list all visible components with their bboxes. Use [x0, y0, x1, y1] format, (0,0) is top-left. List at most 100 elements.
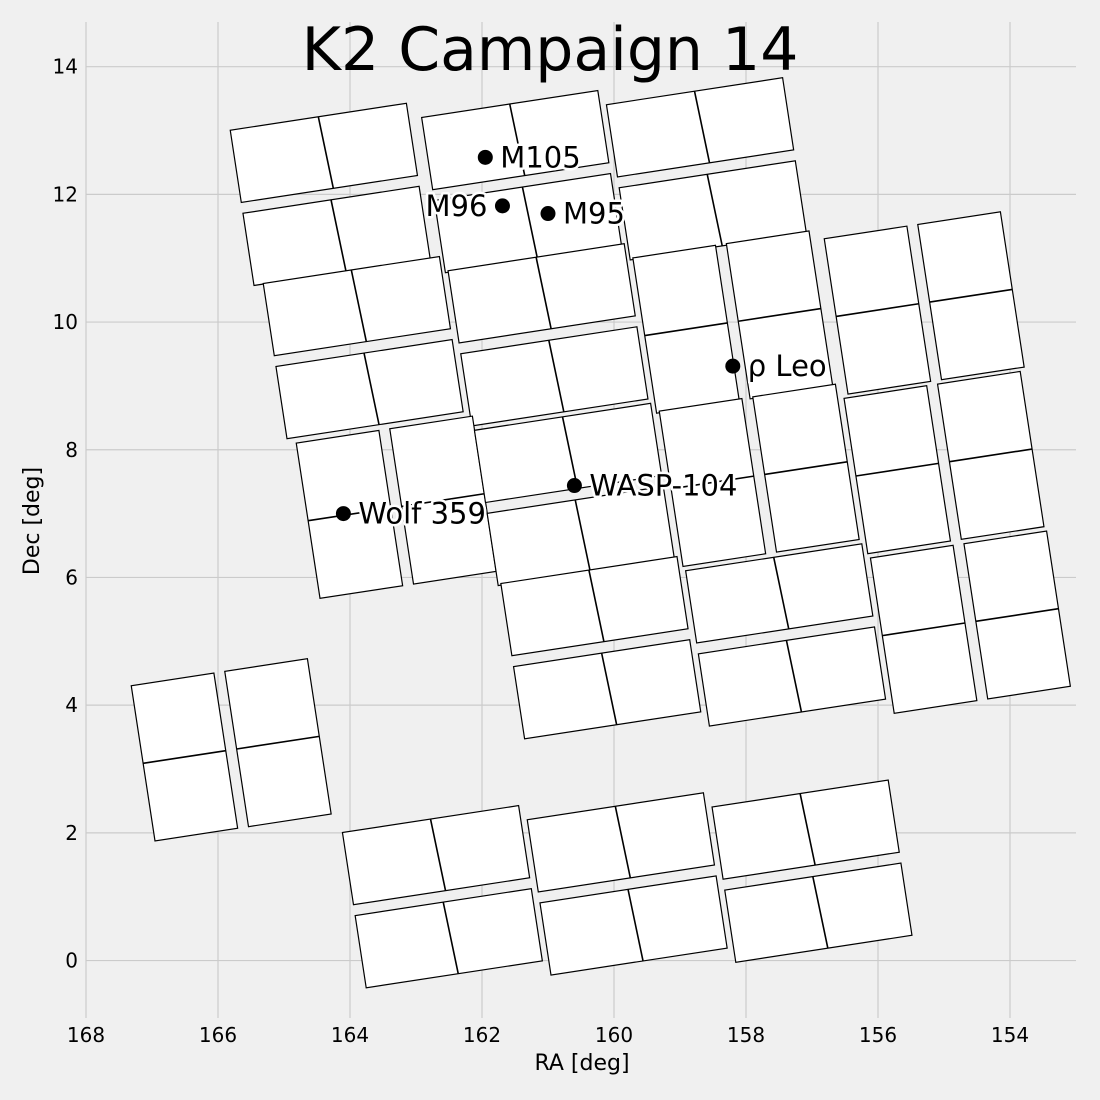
- ccd-module: [632, 230, 834, 414]
- x-tick-label: 156: [859, 1023, 897, 1047]
- y-tick-label: 0: [65, 949, 78, 973]
- ccd-module: [684, 543, 887, 727]
- ccd-chip-divider: [442, 901, 460, 974]
- ccd-module: [526, 792, 728, 976]
- x-tick-label: 162: [463, 1023, 501, 1047]
- ccd-chip-divider: [706, 174, 724, 247]
- ccd-chip-divider: [350, 269, 368, 342]
- chart-title: K2 Campaign 14: [302, 15, 799, 85]
- ccd-module: [711, 779, 913, 963]
- ccd-chip-divider: [143, 749, 226, 765]
- ccd-chip-pair: [354, 887, 544, 989]
- ccd-chip-divider: [671, 475, 754, 490]
- ccd-module: [447, 243, 649, 427]
- ccd-chip-pair: [500, 555, 689, 657]
- target-label: M96: [426, 189, 488, 223]
- ccd-chip-pair: [697, 626, 887, 727]
- x-tick-label: 164: [331, 1023, 369, 1047]
- ccd-chip-pair: [684, 543, 874, 644]
- ccd-chip-divider: [975, 607, 1059, 623]
- ccd-chip-pair: [539, 875, 728, 976]
- x-tick-label: 166: [199, 1023, 237, 1047]
- y-tick-label: 10: [53, 310, 78, 334]
- tick-labels: 168 166 164 162 160 158 156 154 0 2 4 6 8 10 12 14: [53, 55, 1030, 1047]
- x-tick-label: 158: [727, 1023, 765, 1047]
- ccd-chip-divider: [429, 818, 447, 891]
- y-tick-label: 6: [65, 565, 78, 589]
- targets: M105 M96 M95 ρ Leo WASP-104 Wolf 359: [335, 138, 829, 533]
- ccd-module: [500, 555, 702, 740]
- y-tick-label: 8: [65, 438, 78, 462]
- target-marker: [494, 198, 510, 214]
- x-axis-label: RA [deg]: [534, 1051, 629, 1076]
- ccd-chip-divider: [548, 340, 565, 413]
- ccd-chip-divider: [521, 186, 539, 259]
- ccd-module: [473, 402, 676, 587]
- ccd-chip-pair: [447, 243, 636, 344]
- ccd-module: [130, 658, 332, 842]
- ccd-module: [605, 77, 808, 261]
- ccd-chip-pair: [341, 804, 531, 906]
- y-tick-label: 2: [65, 821, 78, 845]
- ccd-chip-pair: [460, 326, 649, 427]
- ccd-chip-pair: [229, 102, 419, 204]
- ccd-modules: [130, 77, 1072, 989]
- ccd-chip-divider: [785, 640, 803, 713]
- ccd-module: [843, 370, 1045, 555]
- target-marker: [335, 506, 351, 522]
- target-marker: [725, 358, 741, 374]
- ccd-chip-divider: [588, 569, 605, 642]
- ccd-chip-divider: [644, 322, 728, 337]
- ccd-chip-pair: [512, 638, 702, 740]
- ccd-chip-divider: [812, 876, 829, 949]
- y-tick-label: 12: [53, 182, 78, 206]
- y-axis-label: Dec [deg]: [20, 467, 45, 575]
- y-tick-label: 14: [53, 55, 78, 79]
- x-tick-label: 154: [991, 1023, 1029, 1047]
- ccd-chip-divider: [882, 622, 966, 637]
- ccd-chip-pair: [262, 255, 452, 357]
- ccd-chip-divider: [508, 103, 526, 176]
- ccd-chip-divider: [317, 116, 335, 189]
- ccd-chip-pair: [420, 89, 610, 191]
- target-marker: [477, 149, 493, 165]
- ccd-chip-divider: [799, 793, 816, 866]
- ccd-chip-divider: [535, 257, 552, 329]
- ccd-chip-divider: [401, 492, 485, 508]
- y-tick-label: 4: [65, 693, 78, 717]
- target-label: M95: [563, 197, 625, 231]
- ccd-chip-divider: [836, 302, 919, 318]
- ccd-chip-divider: [738, 307, 821, 323]
- ccd-chip-divider: [600, 652, 618, 725]
- ccd-chip-divider: [236, 735, 320, 750]
- target-label: WASP-104: [589, 469, 737, 503]
- target-marker: [540, 206, 556, 222]
- ccd-chip-pair: [275, 338, 464, 440]
- ccd-chip-divider: [363, 352, 380, 425]
- ccd-module: [420, 89, 623, 274]
- ccd-chip-divider: [627, 889, 644, 962]
- ccd-chip-pair: [724, 862, 913, 963]
- target-marker: [566, 478, 582, 494]
- x-tick-label: 168: [67, 1023, 105, 1047]
- ccd-chip-divider: [330, 199, 347, 272]
- ccd-chip-divider: [561, 416, 579, 489]
- ccd-module: [823, 211, 1025, 395]
- x-tick-label: 160: [595, 1023, 633, 1047]
- ccd-chip-pair: [711, 779, 900, 880]
- ccd-chip-divider: [764, 461, 848, 476]
- ccd-chip-divider: [574, 499, 592, 572]
- ccd-chip-divider: [614, 806, 632, 879]
- target-label: Wolf 359: [358, 497, 486, 531]
- ccd-module: [341, 804, 544, 989]
- ccd-module: [658, 383, 860, 568]
- ccd-module: [869, 530, 1072, 714]
- ccd-chip-divider: [772, 557, 790, 630]
- ccd-module: [262, 255, 464, 440]
- ccd-chip-divider: [929, 288, 1013, 303]
- ccd-chip-pair: [526, 792, 716, 893]
- target-label: ρ Leo: [748, 349, 827, 383]
- ccd-chip-divider: [693, 91, 711, 163]
- target-label: M105: [500, 140, 580, 174]
